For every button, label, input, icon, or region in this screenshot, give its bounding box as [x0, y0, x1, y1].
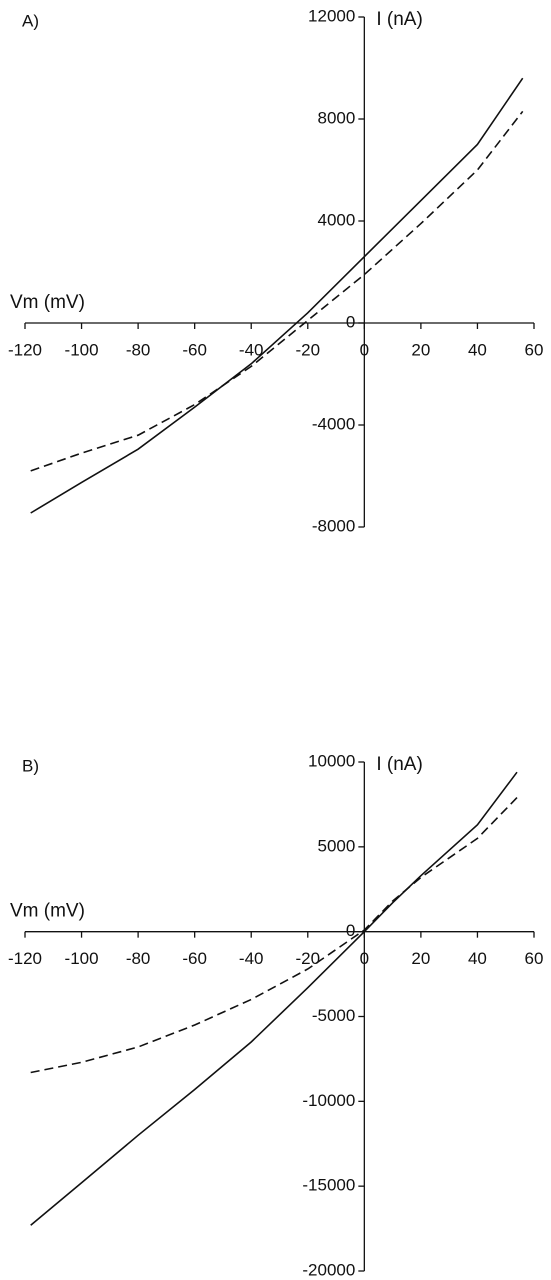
y-tick-label: 8000 [318, 108, 356, 127]
x-tick-label: -100 [65, 949, 99, 968]
x-tick-label: 0 [360, 340, 369, 359]
x-tick-label: -60 [182, 949, 207, 968]
y-tick-label: -5000 [312, 1006, 355, 1025]
x-tick-label: -120 [8, 949, 42, 968]
x-tick-label: -40 [239, 340, 264, 359]
x-tick-label: 0 [360, 949, 369, 968]
y-tick-label: -4000 [312, 414, 355, 433]
y-tick-label: 0 [346, 921, 355, 940]
x-tick-label: 60 [525, 340, 544, 359]
curve [30, 771, 518, 1226]
x-tick-label: -60 [182, 340, 207, 359]
x-tick-label: -100 [65, 340, 99, 359]
y-axis-label: I (nA) [376, 754, 422, 775]
curve [30, 77, 524, 514]
y-axis-label: I (nA) [376, 9, 422, 30]
panel-title: A) [22, 11, 39, 30]
x-tick-label: 60 [525, 949, 544, 968]
x-tick-label: -20 [295, 949, 320, 968]
y-tick-label: 4000 [318, 210, 356, 229]
x-axis-label: Vm (mV) [10, 292, 85, 313]
y-tick-label: -10000 [302, 1091, 355, 1110]
y-tick-label: -8000 [312, 516, 355, 535]
x-tick-label: -80 [126, 340, 151, 359]
x-tick-label: -120 [8, 340, 42, 359]
x-axis-label: Vm (mV) [10, 901, 85, 922]
x-tick-label: 20 [411, 340, 430, 359]
y-tick-label: -15000 [302, 1176, 355, 1195]
y-tick-label: 5000 [318, 836, 356, 855]
curve [30, 110, 524, 472]
y-tick-label: 12000 [308, 6, 355, 25]
x-tick-label: 20 [411, 949, 430, 968]
curve [30, 797, 518, 1074]
x-tick-label: 40 [468, 340, 487, 359]
x-tick-label: -40 [239, 949, 264, 968]
y-tick-label: 0 [346, 312, 355, 331]
y-tick-label: 10000 [308, 751, 355, 770]
panel-title: B) [22, 756, 39, 775]
x-tick-label: -20 [295, 340, 320, 359]
x-tick-label: 40 [468, 949, 487, 968]
y-tick-label: -20000 [302, 1260, 355, 1279]
x-tick-label: -80 [126, 949, 151, 968]
